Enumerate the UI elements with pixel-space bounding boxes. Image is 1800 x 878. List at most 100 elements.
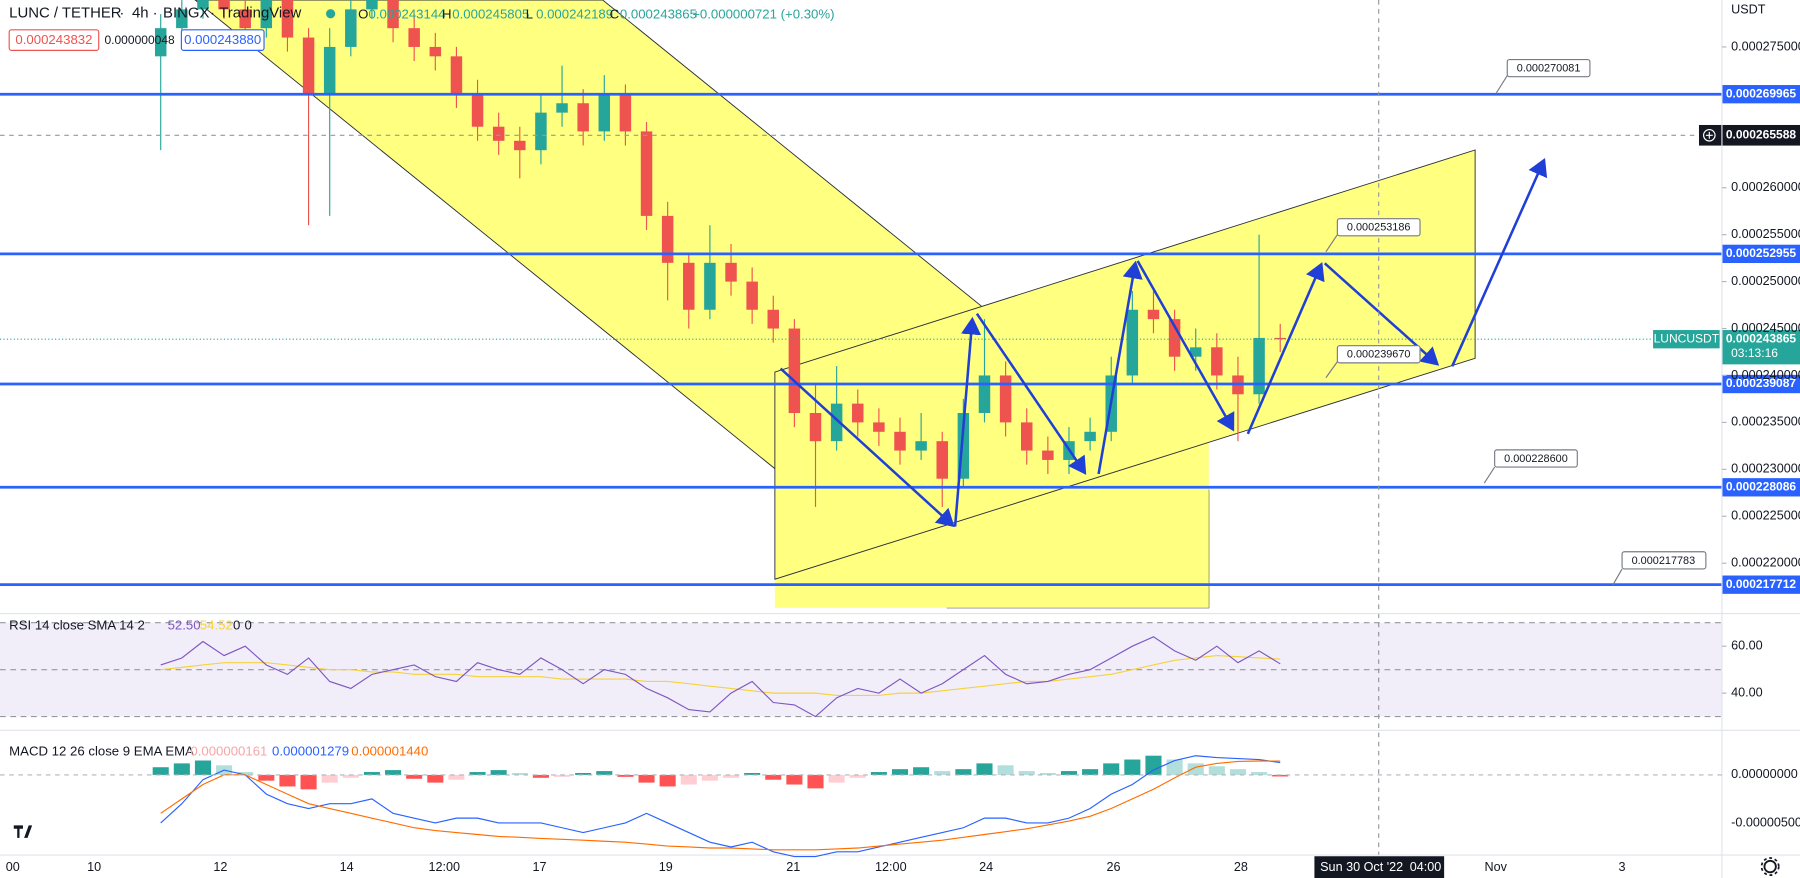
macd-histogram-bar [469, 772, 486, 775]
macd-histogram-bar [279, 774, 296, 787]
time-tick-label: Nov [1485, 860, 1508, 874]
candle-body [281, 0, 294, 38]
signal-value: 0.000001440 [351, 744, 428, 759]
macd-histogram-bar [744, 772, 761, 775]
candle-body [852, 403, 864, 423]
candle-body [471, 93, 484, 127]
price-tick-label: 0.000260000 [1731, 180, 1800, 194]
time-tick-label: 24 [979, 860, 993, 874]
callout-label: 0.000239670 [1347, 349, 1411, 361]
add-alert-plus [1705, 131, 1713, 139]
price-tick-label: 0.000230000 [1731, 462, 1800, 476]
tv-logo [11, 821, 37, 841]
rsi-sma-value: 54.52 [200, 618, 233, 633]
candle-body [767, 309, 780, 329]
arrows [779, 157, 1548, 528]
ohlc-value: 0.000243144 [368, 6, 445, 21]
candle-body [154, 28, 167, 57]
macd-line [160, 755, 1281, 858]
separator: · [210, 6, 215, 22]
add-alert-icon[interactable] [1702, 128, 1716, 142]
time-tick-label: 00 [6, 860, 20, 874]
macd-histogram-bar [976, 763, 993, 775]
candle-body [1253, 337, 1265, 395]
time-tick-label: 17 [533, 860, 547, 874]
macd-histogram-bar [596, 771, 613, 775]
candle-body [704, 262, 716, 310]
candle-body [1168, 319, 1181, 357]
macd-histogram-bar [1018, 771, 1035, 775]
macd-histogram-bar [701, 774, 718, 781]
rsi-extra: 0 [233, 618, 240, 633]
last-price-label: 0.000243865 [1726, 331, 1797, 345]
macd-histogram-bar [828, 774, 845, 783]
macd-histogram-bar [617, 774, 634, 777]
candle-body [345, 9, 357, 47]
candle-body [1042, 450, 1054, 460]
callout-box [1621, 551, 1707, 570]
candle-body [809, 413, 822, 442]
logo-bg [11, 821, 37, 841]
callout-box [1506, 58, 1591, 78]
price-tick-label: 0.000220000 [1731, 556, 1800, 570]
macd-histogram-bar [1208, 766, 1225, 775]
candle-body [492, 126, 505, 141]
crosshair-label: 0.000265588 [1726, 127, 1797, 141]
candle-body [661, 215, 674, 263]
macd-histogram-bar [532, 774, 549, 778]
callout-stem [1325, 361, 1338, 379]
macd-histogram-bar [1039, 772, 1056, 775]
header: LUNC / TETHER · 4h · BINGX · TradingView… [8, 6, 835, 51]
macd-histogram-bar [870, 772, 887, 775]
level-label: 0.000217712 [1726, 577, 1797, 591]
callout-label: 0.000228600 [1504, 453, 1568, 465]
candle-body [683, 262, 695, 310]
macd-histogram-bar [1229, 769, 1246, 775]
macd-histogram-bar [342, 774, 359, 778]
macd-histogram-bar [575, 772, 592, 775]
up-channel [774, 149, 1476, 580]
settings-icon[interactable] [1763, 859, 1777, 874]
candle-body [577, 103, 589, 132]
rsi-tick-label: 60.00 [1731, 639, 1763, 653]
symbol: LUNC / TETHER [9, 6, 122, 22]
rsi-sma-line [160, 655, 1281, 696]
exchange: BINGX [163, 6, 209, 22]
sell-button[interactable] [8, 29, 100, 51]
arrow [975, 312, 1087, 475]
candle-body [408, 28, 420, 47]
macd-histogram-bar [152, 767, 169, 775]
macd-title: MACD 12 26 close 9 EMA EMA [9, 744, 194, 759]
level-label: 0.000269965 [1726, 86, 1797, 100]
candle-body [197, 0, 209, 10]
macd-histogram-bar [722, 774, 740, 778]
signal-line [160, 760, 1281, 851]
candle-body [1126, 309, 1139, 376]
drawings [194, 0, 1476, 609]
buy-button[interactable] [180, 29, 265, 51]
macd-histogram-bar [554, 774, 571, 777]
candle-body [788, 328, 801, 414]
settings[interactable] [1760, 857, 1780, 876]
macd-histogram-bar [1166, 759, 1183, 775]
macd-histogram-bar [194, 760, 211, 775]
countdown: 03:13:16 [1731, 346, 1778, 360]
time-tick-label: 12:00 [875, 860, 907, 874]
macd-histogram-bar [997, 765, 1014, 775]
macd-histogram-bar [1187, 763, 1204, 775]
arrow [779, 367, 955, 528]
time-tick-label: 12:00 [428, 860, 460, 874]
ohlc-value: 0.000243865 [620, 6, 697, 21]
macd-histogram-bar [638, 774, 655, 783]
macd-histogram-bar [913, 767, 930, 775]
macd-hist-value: -0.000000161 [186, 744, 267, 759]
currency: USDT [1731, 3, 1766, 17]
candle-body [366, 0, 378, 10]
macd-histogram-bar [786, 774, 803, 785]
macd-histogram-bar [1082, 769, 1099, 775]
level-label: 0.000228086 [1726, 479, 1797, 493]
time-tick-label: 3 [1619, 860, 1626, 874]
macd-histogram-bar [258, 774, 275, 781]
